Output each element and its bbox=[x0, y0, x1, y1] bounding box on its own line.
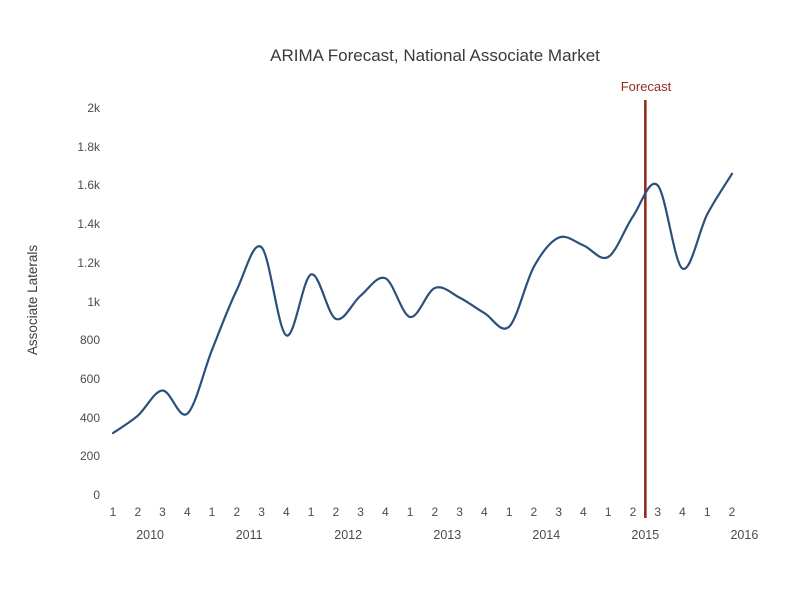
x-year-label: 2016 bbox=[730, 528, 759, 542]
x-quarter-label: 1 bbox=[109, 505, 117, 519]
x-quarter-label: 2 bbox=[332, 505, 340, 519]
x-quarter-label: 3 bbox=[258, 505, 265, 519]
x-year-label: 2014 bbox=[532, 528, 561, 542]
x-quarter-label: 2 bbox=[134, 505, 142, 519]
chart-title: ARIMA Forecast, National Associate Marke… bbox=[270, 46, 600, 65]
x-quarter-label: 3 bbox=[456, 505, 463, 519]
x-year-label: 2011 bbox=[235, 528, 263, 542]
x-quarter-label: 3 bbox=[654, 505, 662, 519]
x-quarter-label: 1 bbox=[604, 505, 612, 519]
x-quarter-label: 4 bbox=[580, 505, 587, 519]
x-quarter-label: 1 bbox=[307, 505, 315, 519]
x-quarter-label: 4 bbox=[382, 505, 389, 519]
x-year-label: 2012 bbox=[334, 528, 363, 542]
x-quarter-label: 4 bbox=[679, 505, 686, 519]
y-tick-label: 600 bbox=[79, 371, 100, 386]
x-quarter-label: 4 bbox=[282, 505, 290, 519]
x-quarter-label: 2 bbox=[530, 505, 538, 519]
y-tick-label: 1.6k bbox=[77, 178, 100, 193]
x-quarter-label: 2 bbox=[431, 505, 439, 519]
x-quarter-label: 1 bbox=[208, 505, 216, 519]
x-year-label: 2010 bbox=[136, 528, 164, 542]
x-quarter-label: 1 bbox=[406, 505, 414, 519]
y-tick-label: 800 bbox=[79, 333, 100, 348]
y-tick-label: 200 bbox=[79, 449, 100, 464]
forecast-label: Forecast bbox=[620, 79, 672, 94]
series-line bbox=[111, 172, 734, 435]
x-quarter-label: 1 bbox=[505, 505, 513, 519]
x-quarter-label: 2 bbox=[728, 505, 736, 519]
x-quarter-label: 4 bbox=[481, 505, 488, 519]
x-quarter-label: 3 bbox=[159, 505, 166, 519]
x-quarter-label: 1 bbox=[703, 505, 711, 519]
y-tick-label: 1k bbox=[87, 294, 100, 309]
x-quarter-label: 3 bbox=[357, 505, 364, 519]
x-quarter-label: 4 bbox=[183, 505, 191, 519]
y-tick-label: 2k bbox=[87, 101, 100, 115]
y-tick-label: 1.2k bbox=[77, 255, 100, 270]
y-tick-label: 1.4k bbox=[77, 217, 100, 232]
x-year-label: 2013 bbox=[433, 528, 462, 542]
x-quarter-label: 2 bbox=[233, 505, 241, 519]
x-quarter-label: 2 bbox=[629, 505, 637, 519]
y-tick-label: 1.8k bbox=[77, 139, 100, 154]
y-tick-label: 400 bbox=[79, 410, 100, 425]
x-quarter-label: 3 bbox=[555, 505, 563, 519]
x-year-label: 2015 bbox=[631, 528, 660, 542]
y-tick-label: 0 bbox=[93, 488, 100, 502]
